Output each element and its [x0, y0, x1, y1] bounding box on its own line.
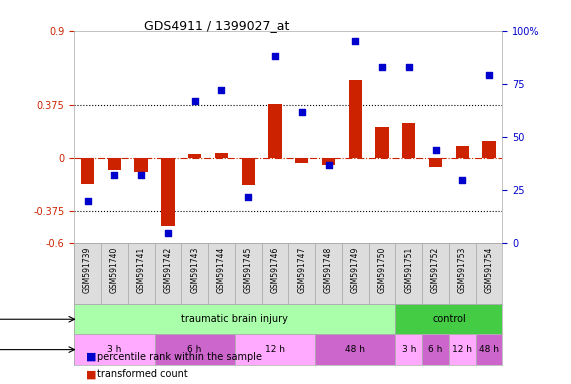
Text: 48 h: 48 h — [345, 345, 365, 354]
Bar — [395, 304, 502, 334]
Bar — [315, 243, 342, 304]
Bar — [482, 141, 496, 158]
Bar — [422, 243, 449, 304]
Text: 12 h: 12 h — [452, 345, 472, 354]
Bar — [235, 334, 315, 365]
Point — [458, 177, 467, 183]
Bar — [288, 243, 315, 304]
Bar — [134, 158, 148, 172]
Text: traumatic brain injury: traumatic brain injury — [182, 314, 288, 324]
Bar — [395, 243, 422, 304]
Bar — [215, 152, 228, 158]
Text: GSM591745: GSM591745 — [244, 247, 253, 293]
Text: GSM591754: GSM591754 — [485, 247, 493, 293]
Text: 48 h: 48 h — [479, 345, 499, 354]
Point — [351, 38, 360, 45]
Bar — [422, 334, 449, 365]
Bar — [74, 304, 395, 334]
Bar — [295, 158, 308, 162]
Bar — [456, 146, 469, 158]
Bar — [188, 154, 202, 158]
Text: 6 h: 6 h — [428, 345, 443, 354]
Point — [431, 147, 440, 153]
Bar — [81, 158, 94, 184]
Bar — [449, 243, 476, 304]
Text: GSM591740: GSM591740 — [110, 247, 119, 293]
Text: GSM591750: GSM591750 — [377, 247, 387, 293]
Text: GSM591742: GSM591742 — [163, 247, 172, 293]
Point — [324, 162, 333, 168]
Bar — [74, 243, 101, 304]
Bar — [315, 334, 395, 365]
Point — [217, 87, 226, 93]
Point — [110, 172, 119, 178]
Text: 6 h: 6 h — [187, 345, 202, 354]
Text: 3 h: 3 h — [107, 345, 122, 354]
Point — [83, 198, 92, 204]
Text: GSM591739: GSM591739 — [83, 247, 92, 293]
Bar — [342, 243, 369, 304]
Bar — [155, 334, 235, 365]
Bar — [101, 243, 128, 304]
Bar — [208, 243, 235, 304]
Point — [404, 64, 413, 70]
Text: ■: ■ — [86, 369, 96, 379]
Point — [136, 172, 146, 178]
Bar — [262, 243, 288, 304]
Bar — [476, 243, 502, 304]
Bar — [402, 123, 416, 158]
Text: GSM591749: GSM591749 — [351, 247, 360, 293]
Point — [244, 194, 253, 200]
Text: 12 h: 12 h — [265, 345, 285, 354]
Bar — [155, 243, 182, 304]
Text: GSM591748: GSM591748 — [324, 247, 333, 293]
Text: GSM591752: GSM591752 — [431, 247, 440, 293]
Text: 3 h: 3 h — [401, 345, 416, 354]
Text: GSM591744: GSM591744 — [217, 247, 226, 293]
Bar — [375, 127, 389, 158]
Bar — [235, 243, 262, 304]
Bar — [108, 158, 121, 170]
Bar — [449, 334, 476, 365]
Text: ■: ■ — [86, 352, 96, 362]
Text: control: control — [432, 314, 466, 324]
Point — [485, 72, 494, 78]
Bar — [161, 158, 175, 226]
Text: GSM591751: GSM591751 — [404, 247, 413, 293]
Point — [190, 98, 199, 104]
Text: percentile rank within the sample: percentile rank within the sample — [97, 352, 262, 362]
Bar — [128, 243, 155, 304]
Text: transformed count: transformed count — [97, 369, 188, 379]
Text: GSM591741: GSM591741 — [136, 247, 146, 293]
Bar — [322, 158, 335, 166]
Bar — [476, 334, 502, 365]
Text: GSM591753: GSM591753 — [458, 247, 467, 293]
Point — [377, 64, 387, 70]
Text: GSM591746: GSM591746 — [271, 247, 279, 293]
Bar — [348, 80, 362, 158]
Bar — [242, 158, 255, 185]
Point — [297, 108, 306, 114]
Bar — [395, 334, 422, 365]
Text: GDS4911 / 1399027_at: GDS4911 / 1399027_at — [144, 19, 289, 32]
Point — [163, 230, 172, 236]
Bar — [182, 243, 208, 304]
Bar — [74, 334, 155, 365]
Point — [271, 53, 280, 59]
Text: GSM591747: GSM591747 — [297, 247, 306, 293]
Bar — [268, 104, 282, 158]
Bar — [429, 158, 443, 167]
Text: GSM591743: GSM591743 — [190, 247, 199, 293]
Bar — [369, 243, 395, 304]
